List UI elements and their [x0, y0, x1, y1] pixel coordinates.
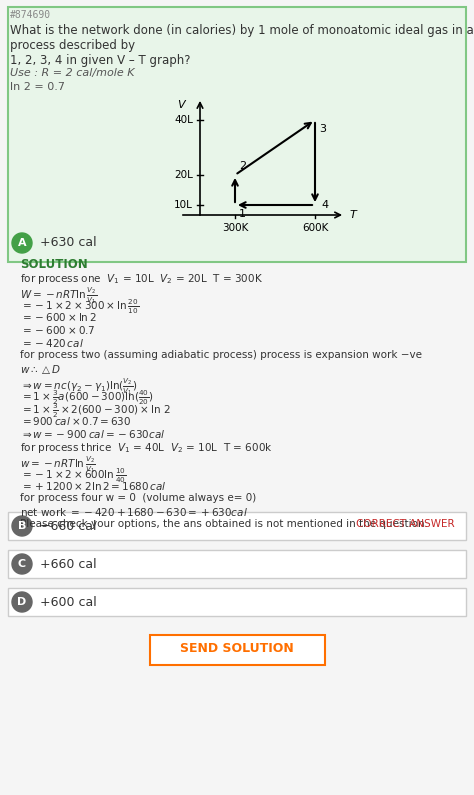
Text: $= -1 \times 2 \times 600\ln\frac{10}{40}$: $= -1 \times 2 \times 600\ln\frac{10}{40… [20, 467, 127, 486]
Text: 600K: 600K [302, 223, 328, 233]
Text: +600 cal: +600 cal [40, 595, 97, 608]
Text: $= -600 \times 0.7$: $= -600 \times 0.7$ [20, 324, 95, 336]
Text: Use : R = 2 cal/mole K: Use : R = 2 cal/mole K [10, 68, 135, 78]
Text: 2: 2 [239, 161, 246, 171]
Text: SEND SOLUTION: SEND SOLUTION [180, 642, 294, 656]
Text: ln 2 = 0.7: ln 2 = 0.7 [10, 82, 65, 92]
Text: T: T [350, 210, 357, 220]
Text: SOLUTION: SOLUTION [20, 258, 88, 271]
Text: CORRECT ANSWER: CORRECT ANSWER [356, 519, 455, 529]
Text: $= -1 \times 2 \times 300 \times \ln \frac{20}{10}$: $= -1 \times 2 \times 300 \times \ln \fr… [20, 298, 139, 316]
Text: $\Rightarrow w = nc(\gamma_2 - \gamma_1)\ln(\frac{V_2}{V_1})$: $\Rightarrow w = nc(\gamma_2 - \gamma_1)… [20, 376, 137, 397]
Circle shape [12, 554, 32, 574]
Text: $= +1200 \times 2\ln2 = 1680\, cal$: $= +1200 \times 2\ln2 = 1680\, cal$ [20, 480, 167, 492]
Bar [8, 588, 466, 616]
Text: $w = -nRT\ln\frac{V_2}{V_1}$: $w = -nRT\ln\frac{V_2}{V_1}$ [20, 454, 96, 475]
Circle shape [12, 592, 32, 612]
Text: for process thrice  $V_1$ = 40L  $V_2$ = 10L  T = 600k: for process thrice $V_1$ = 40L $V_2$ = 1… [20, 441, 273, 455]
Text: B: B [18, 521, 26, 531]
Circle shape [12, 516, 32, 536]
Text: for process four w = 0  (volume always e= 0): for process four w = 0 (volume always e=… [20, 493, 256, 503]
Text: #874690: #874690 [10, 10, 51, 20]
Text: $= 1 \times \frac{3}{2} \times 2(600 - 300) \times \ln\, 2$: $= 1 \times \frac{3}{2} \times 2(600 - 3… [20, 402, 171, 421]
Text: $w \therefore \triangle D$: $w \therefore \triangle D$ [20, 363, 61, 376]
Text: +630 cal: +630 cal [40, 236, 97, 250]
Text: $= 900\, cal \times 0.7 = 630$: $= 900\, cal \times 0.7 = 630$ [20, 415, 131, 427]
Text: net work $= -420 + 1680 - 630 = +630cal$: net work $= -420 + 1680 - 630 = +630cal$ [20, 506, 248, 518]
Text: C: C [18, 559, 26, 569]
Text: 300K: 300K [222, 223, 248, 233]
Text: +660 cal: +660 cal [40, 557, 97, 571]
Bar [130, 95, 350, 220]
Bar [8, 512, 466, 540]
Bar [150, 635, 325, 665]
Text: 10L: 10L [174, 200, 193, 210]
Text: $= -600 \times \ln2$: $= -600 \times \ln2$ [20, 311, 97, 323]
Text: $\Rightarrow w = -900\, cal = -630cal$: $\Rightarrow w = -900\, cal = -630cal$ [20, 428, 165, 440]
Text: $= 1 \times \frac{3}{2}a(600 - 300)\ln(\frac{40}{20})$: $= 1 \times \frac{3}{2}a(600 - 300)\ln(\… [20, 389, 154, 408]
Text: for process one  $V_1$ = 10L  $V_2$ = 20L  T = 300K: for process one $V_1$ = 10L $V_2$ = 20L … [20, 272, 263, 286]
Text: D: D [18, 597, 27, 607]
Text: 1: 1 [239, 209, 246, 219]
Text: 3: 3 [319, 124, 326, 134]
Text: 40L: 40L [174, 115, 193, 125]
Text: What is the network done (in calories) by 1 mole of monoatomic ideal gas in a pr: What is the network done (in calories) b… [10, 24, 474, 67]
Text: $W = -nRT\ln\frac{V_2}{V_1}$: $W = -nRT\ln\frac{V_2}{V_1}$ [20, 285, 97, 306]
Text: Please check your options, the ans obtained is not mentioned in the question.: Please check your options, the ans obtai… [20, 519, 428, 529]
Circle shape [12, 233, 32, 253]
Text: 4: 4 [321, 200, 328, 210]
Text: V: V [177, 100, 185, 110]
Text: −660 cal: −660 cal [40, 519, 97, 533]
Text: $= -420\, cal$: $= -420\, cal$ [20, 337, 84, 349]
Bar [8, 550, 466, 578]
Text: for process two (assuming adiabatic process) process is expansion work −ve: for process two (assuming adiabatic proc… [20, 350, 422, 360]
Text: 20L: 20L [174, 170, 193, 180]
Text: A: A [18, 238, 27, 248]
Bar [8, 7, 466, 262]
